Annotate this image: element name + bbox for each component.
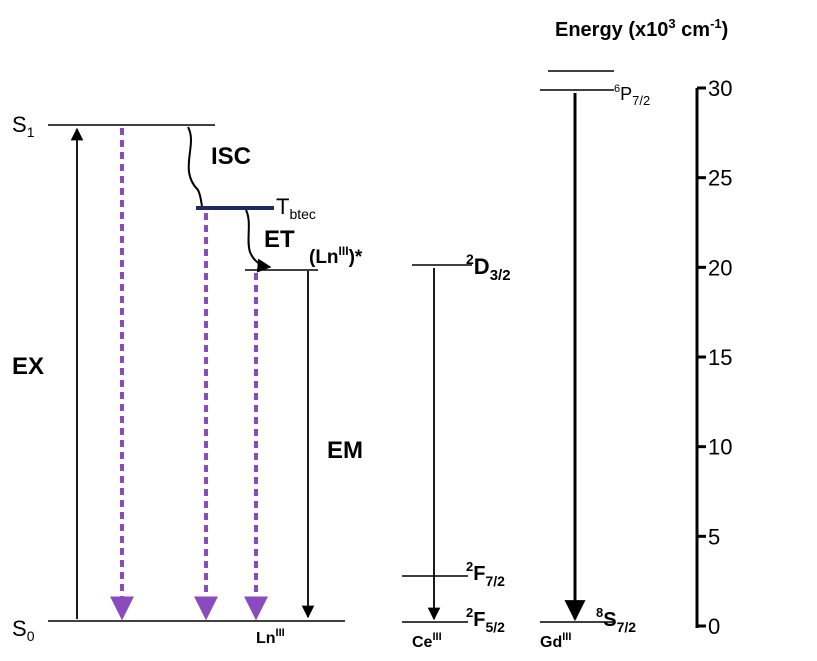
ce-2d32-label: 2D3/2 [466, 251, 511, 284]
energy-axis-title: Energy (x103 cm-1) [555, 16, 728, 41]
gadolinium-states: 6P7/2 8S7/2 GdIII [540, 70, 650, 651]
ligand-states: S1 S0 EX ISC Tbtec ET [12, 112, 345, 644]
energy-tick-label: 10 [708, 435, 732, 460]
isc-label: ISC [211, 143, 251, 170]
energy-tick-label: 5 [708, 524, 720, 549]
energy-tick-label: 0 [708, 614, 720, 639]
energy-tick-label: 25 [708, 166, 732, 191]
gd-ion-label: GdIII [540, 631, 571, 651]
et-curve [245, 209, 272, 273]
energy-axis-ticks: 30 25 20 15 10 5 0 [697, 76, 732, 639]
energy-tick-label: 20 [708, 255, 732, 280]
ln-excited-label: (LnIII)* [309, 244, 363, 268]
gd-8s72-label: 8S7/2 [596, 605, 636, 635]
energy-tick-label: 15 [708, 345, 732, 370]
triplet-label: Tbtec [276, 194, 316, 222]
ex-label: EX [12, 353, 44, 380]
em-label: EM [327, 437, 363, 464]
ln-ground-label: LnIII [256, 627, 285, 647]
energy-tick-label: 30 [708, 76, 732, 101]
energy-axis: Energy (x103 cm-1) 30 25 20 15 10 5 0 [555, 16, 732, 639]
ce-ion-label: CeIII [412, 631, 442, 651]
cerium-states: 2D3/2 2F7/2 2F5/2 CeIII [402, 251, 511, 651]
lanthanide-states: (LnIII)* EM LnIII [244, 244, 363, 647]
isc-curve [187, 126, 203, 207]
et-label: ET [264, 226, 295, 253]
s0-label: S0 [12, 616, 35, 644]
ce-2f52-label: 2F5/2 [466, 605, 505, 635]
gd-6p72-label: 6P7/2 [614, 83, 650, 108]
s1-label: S1 [12, 112, 35, 140]
ce-2f72-label: 2F7/2 [466, 559, 505, 589]
